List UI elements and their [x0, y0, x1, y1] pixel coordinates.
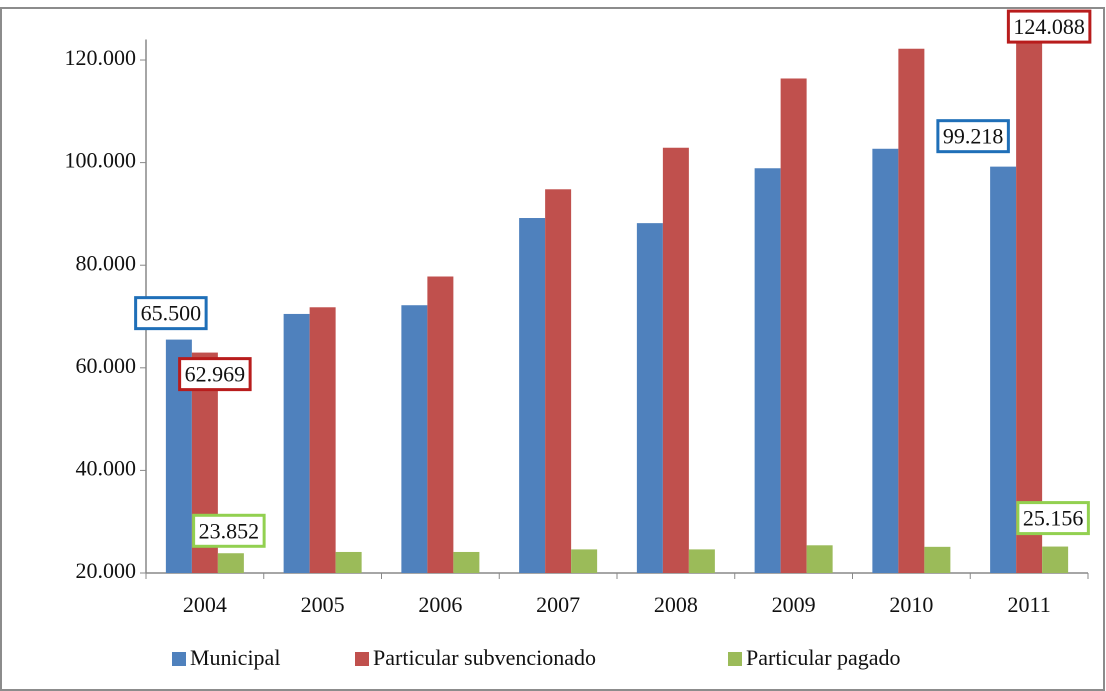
data-label-box — [1006, 9, 1092, 44]
data-label: 65.500 — [141, 301, 202, 326]
x-tick-label: 2004 — [183, 592, 227, 617]
bar — [519, 218, 546, 573]
data-label-box — [936, 119, 1010, 154]
x-tick-label: 2009 — [772, 592, 816, 617]
bar — [1042, 546, 1069, 573]
bar — [754, 168, 781, 573]
data-label: 62.969 — [185, 362, 246, 387]
x-tick-label: 2005 — [301, 592, 345, 617]
data-label-box — [178, 357, 252, 392]
bar — [898, 48, 925, 574]
y-tick-label: 100.000 — [65, 148, 137, 173]
bar — [688, 549, 715, 573]
bar — [545, 189, 572, 573]
data-label-box — [134, 296, 208, 331]
bar — [309, 307, 336, 573]
x-tick-label: 2006 — [418, 592, 462, 617]
x-tick-label: 2011 — [1008, 592, 1051, 617]
bar — [636, 223, 663, 574]
bar — [662, 147, 689, 573]
bar — [806, 545, 833, 573]
data-label: 25.156 — [1023, 506, 1084, 531]
data-label-box — [1016, 501, 1090, 536]
bar — [217, 553, 244, 573]
bar — [924, 546, 951, 573]
y-tick-label: 60.000 — [76, 353, 137, 378]
legend-swatch — [728, 652, 742, 666]
bar — [427, 276, 454, 573]
bar — [1016, 39, 1043, 573]
data-label: 124.088 — [1013, 14, 1085, 39]
legend-label: Municipal — [190, 645, 280, 670]
bar — [571, 549, 598, 573]
y-tick-label: 20.000 — [76, 558, 137, 583]
x-tick-label: 2008 — [654, 592, 698, 617]
data-label-box — [192, 513, 266, 548]
legend-swatch — [355, 652, 369, 666]
bar — [872, 148, 899, 574]
x-tick-label: 2010 — [889, 592, 933, 617]
y-tick-label: 120.000 — [65, 45, 137, 70]
bar — [780, 78, 807, 573]
x-tick-label: 2007 — [536, 592, 580, 617]
legend-label: Particular pagado — [746, 645, 901, 670]
bar — [453, 551, 480, 573]
bar — [401, 305, 428, 573]
bar — [283, 313, 310, 573]
bar — [335, 551, 362, 573]
data-label: 99.218 — [943, 124, 1004, 149]
bar — [990, 166, 1017, 573]
data-label: 23.852 — [199, 518, 260, 543]
legend-label: Particular subvencionado — [373, 645, 596, 670]
legend-swatch — [172, 652, 186, 666]
y-tick-label: 40.000 — [76, 455, 137, 480]
y-tick-label: 80.000 — [76, 250, 137, 275]
